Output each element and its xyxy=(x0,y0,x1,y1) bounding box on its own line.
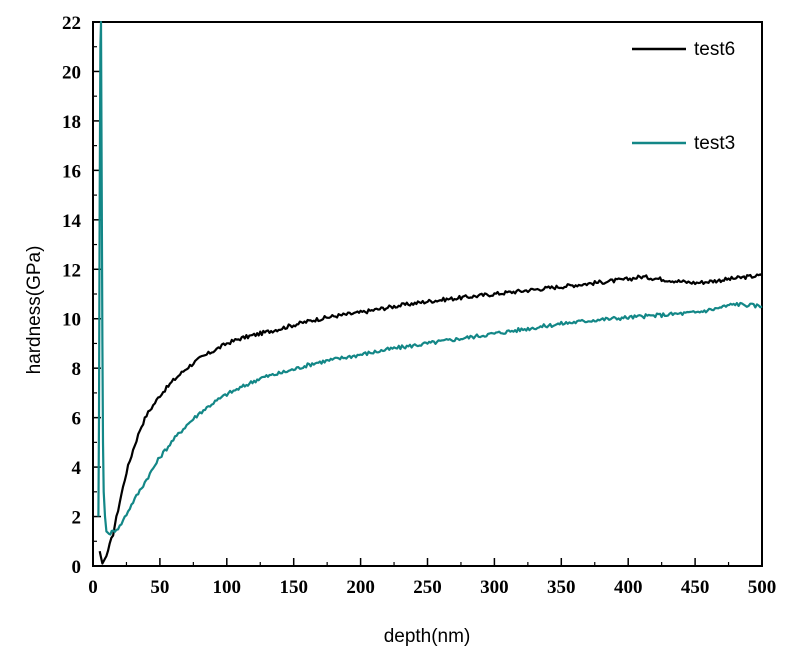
x-tick-label: 350 xyxy=(547,577,576,598)
legend: test6 test3 xyxy=(632,39,735,154)
x-tick-label: 100 xyxy=(213,577,242,598)
y-tick-label: 14 xyxy=(62,211,82,232)
y-tick-label: 12 xyxy=(62,260,81,281)
plot-area xyxy=(92,21,763,567)
y-axis-title: hardness(GPa) xyxy=(24,246,45,375)
series-layer xyxy=(97,20,763,565)
x-tick-label: 450 xyxy=(681,577,710,598)
x-tick-label: 200 xyxy=(346,577,375,598)
series-line-test6 xyxy=(98,273,763,565)
legend-label: test3 xyxy=(694,133,735,154)
x-tick-label: 250 xyxy=(413,577,442,598)
y-tick-label: 22 xyxy=(62,13,81,34)
x-tick-label: 300 xyxy=(480,577,509,598)
y-tick-label: 6 xyxy=(72,409,82,430)
x-axis-title: depth(nm) xyxy=(384,626,471,647)
x-tick-label: 50 xyxy=(150,577,169,598)
x-tick-label: 150 xyxy=(279,577,308,598)
y-tick-label: 18 xyxy=(62,112,81,133)
legend-label: test6 xyxy=(694,39,735,60)
x-tick-label: 500 xyxy=(748,577,777,598)
y-tick-label: 4 xyxy=(72,458,82,479)
y-tick-label: 2 xyxy=(72,508,82,529)
y-tick-label: 20 xyxy=(62,62,81,83)
y-tick-label: 10 xyxy=(62,310,81,331)
y-axis-ticks: 0 2 4 6 8 10 12 14 16 18 20 22 xyxy=(62,13,101,578)
series-line-test3 xyxy=(97,20,763,536)
y-tick-label: 0 xyxy=(72,557,82,578)
x-tick-label: 0 xyxy=(88,577,98,598)
x-tick-label: 400 xyxy=(614,577,643,598)
y-tick-label: 16 xyxy=(62,161,81,182)
x-axis-ticks: 0 50 100 150 200 250 300 350 400 450 500 xyxy=(88,558,776,598)
y-tick-label: 8 xyxy=(72,359,82,380)
